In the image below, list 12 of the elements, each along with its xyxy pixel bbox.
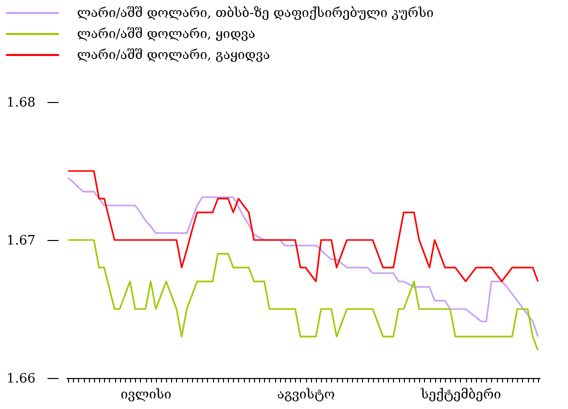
x-tick-label: აგვისტო bbox=[277, 388, 336, 402]
y-tick-label: 1.66 bbox=[6, 372, 36, 386]
legend-label: ლარი/აშშ დოლარი, ყიდვა bbox=[77, 27, 256, 42]
x-tick-label: სექტემბერი bbox=[420, 388, 502, 402]
line-series bbox=[67, 177, 539, 338]
legend-label: ლარი/აშშ დოლარი, გაყიდვა bbox=[77, 48, 270, 63]
y-tick-label: 1.67 bbox=[6, 234, 36, 248]
line-series bbox=[67, 239, 539, 352]
y-tick-label: 1.68 bbox=[6, 96, 36, 110]
line-series bbox=[67, 170, 539, 282]
legend-label: ლარი/აშშ დოლარი, თბსბ-ზე დაფიქსირებული კურსი bbox=[77, 6, 434, 21]
x-tick-label: ივლისი bbox=[120, 388, 172, 402]
